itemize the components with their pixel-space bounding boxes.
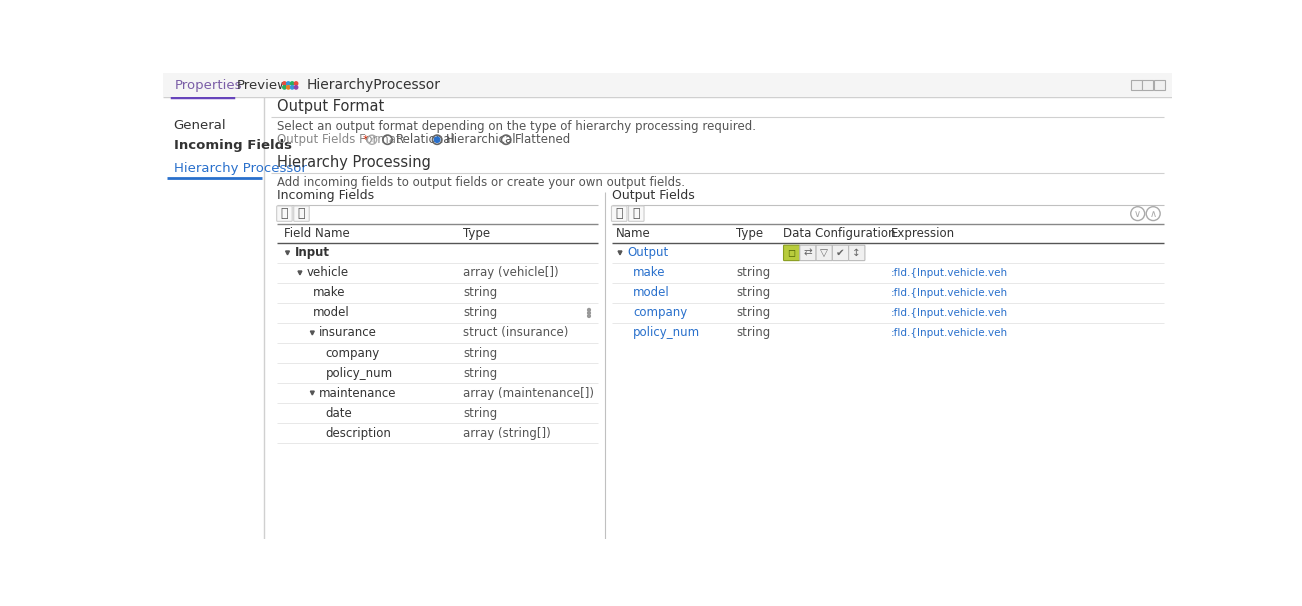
Text: Type: Type xyxy=(464,227,491,240)
Text: string: string xyxy=(736,307,771,319)
Text: ⧉: ⧉ xyxy=(298,207,305,220)
Text: string: string xyxy=(736,287,771,299)
Circle shape xyxy=(290,85,294,89)
Text: Relational: Relational xyxy=(396,133,454,146)
Text: model: model xyxy=(633,287,671,299)
Text: model: model xyxy=(312,307,350,319)
Text: date: date xyxy=(326,407,353,419)
Polygon shape xyxy=(285,251,289,255)
Text: ⧉: ⧉ xyxy=(616,207,622,220)
Text: Output: Output xyxy=(628,247,668,259)
Text: company: company xyxy=(326,347,380,359)
Text: insurance: insurance xyxy=(319,327,378,339)
FancyBboxPatch shape xyxy=(784,245,799,261)
Polygon shape xyxy=(310,391,314,395)
Text: string: string xyxy=(736,267,771,279)
FancyBboxPatch shape xyxy=(294,206,310,221)
FancyBboxPatch shape xyxy=(629,206,644,221)
FancyBboxPatch shape xyxy=(849,245,865,261)
Circle shape xyxy=(587,311,590,315)
Text: string: string xyxy=(464,367,497,379)
Text: Preview: Preview xyxy=(237,79,288,92)
Text: :fld.{Input.vehicle.veh: :fld.{Input.vehicle.veh xyxy=(892,308,1008,318)
Text: Incoming Fields: Incoming Fields xyxy=(173,139,292,152)
Polygon shape xyxy=(618,251,622,255)
Text: ⧉: ⧉ xyxy=(281,207,288,220)
Text: maintenance: maintenance xyxy=(319,387,397,399)
Text: Incoming Fields: Incoming Fields xyxy=(277,190,375,202)
Polygon shape xyxy=(310,331,314,335)
Text: Output Fields Format:: Output Fields Format: xyxy=(277,133,405,146)
Text: :fld.{Input.vehicle.veh: :fld.{Input.vehicle.veh xyxy=(892,288,1008,298)
Text: vehicle: vehicle xyxy=(307,267,349,279)
Text: ▽: ▽ xyxy=(820,248,828,258)
Bar xyxy=(1154,79,1165,90)
Text: make: make xyxy=(312,287,345,299)
Text: array (vehicle[]): array (vehicle[]) xyxy=(464,267,559,279)
Text: ⧉: ⧉ xyxy=(633,207,641,220)
Circle shape xyxy=(587,308,590,311)
Text: Select an output format depending on the type of hierarchy processing required.: Select an output format depending on the… xyxy=(277,120,756,133)
Text: array (maintenance[]): array (maintenance[]) xyxy=(464,387,595,399)
Bar xyxy=(1130,79,1142,90)
Text: Data Configuration: Data Configuration xyxy=(783,227,896,240)
Circle shape xyxy=(283,82,286,85)
Text: Output Fields: Output Fields xyxy=(612,190,695,202)
Text: ∧: ∧ xyxy=(1150,209,1156,219)
Text: Output Format: Output Format xyxy=(277,99,384,114)
Text: string: string xyxy=(464,407,497,419)
Text: Hierarchy Processor: Hierarchy Processor xyxy=(173,162,306,175)
Text: company: company xyxy=(633,307,687,319)
Text: *: * xyxy=(363,135,368,145)
Text: Name: Name xyxy=(616,227,651,240)
Text: HierarchyProcessor: HierarchyProcessor xyxy=(306,78,440,92)
Text: General: General xyxy=(173,119,227,132)
Circle shape xyxy=(286,82,290,85)
Text: Type: Type xyxy=(736,227,763,240)
Text: :fld.{Input.vehicle.veh: :fld.{Input.vehicle.veh xyxy=(892,268,1008,278)
Circle shape xyxy=(286,85,290,89)
Text: array (string[]): array (string[]) xyxy=(464,427,551,439)
Text: ◻: ◻ xyxy=(788,248,796,258)
FancyBboxPatch shape xyxy=(816,245,832,261)
Text: policy_num: policy_num xyxy=(326,367,393,379)
Text: Input: Input xyxy=(294,247,329,259)
FancyBboxPatch shape xyxy=(612,206,628,221)
Text: struct (insurance): struct (insurance) xyxy=(464,327,569,339)
Circle shape xyxy=(435,137,440,142)
Text: make: make xyxy=(633,267,665,279)
Text: Properties: Properties xyxy=(174,79,242,92)
FancyBboxPatch shape xyxy=(276,206,292,221)
Text: Add incoming fields to output fields or create your own output fields.: Add incoming fields to output fields or … xyxy=(277,176,685,188)
FancyBboxPatch shape xyxy=(832,245,849,261)
Text: string: string xyxy=(464,347,497,359)
Circle shape xyxy=(290,82,294,85)
Circle shape xyxy=(283,85,286,89)
Text: ⇄: ⇄ xyxy=(803,248,812,258)
Text: string: string xyxy=(464,307,497,319)
FancyBboxPatch shape xyxy=(799,245,816,261)
Text: description: description xyxy=(326,427,392,439)
Text: Hierarchy Processing: Hierarchy Processing xyxy=(277,155,431,170)
Text: policy_num: policy_num xyxy=(633,327,700,339)
Circle shape xyxy=(587,315,590,318)
Text: Hierarchical: Hierarchical xyxy=(445,133,517,146)
Text: Field Name: Field Name xyxy=(284,227,349,240)
Polygon shape xyxy=(298,271,302,275)
Text: ?: ? xyxy=(370,135,375,144)
Circle shape xyxy=(294,82,298,85)
Circle shape xyxy=(294,85,298,89)
Text: ∨: ∨ xyxy=(1134,209,1142,219)
Text: Flattened: Flattened xyxy=(514,133,570,146)
Text: :fld.{Input.vehicle.veh: :fld.{Input.vehicle.veh xyxy=(892,328,1008,338)
Text: ↕: ↕ xyxy=(853,248,861,258)
Text: string: string xyxy=(736,327,771,339)
Text: Expression: Expression xyxy=(892,227,956,240)
Bar xyxy=(163,73,1172,98)
Bar xyxy=(1142,79,1154,90)
Text: ✔: ✔ xyxy=(836,248,845,258)
Text: string: string xyxy=(464,287,497,299)
